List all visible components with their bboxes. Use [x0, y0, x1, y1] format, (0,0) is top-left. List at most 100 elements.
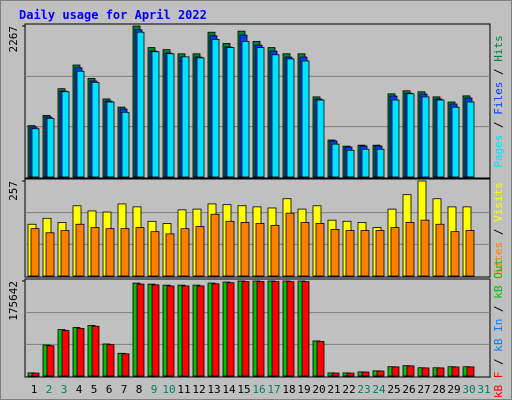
- bar: [375, 230, 385, 277]
- bar: [135, 227, 145, 277]
- bar: [241, 40, 250, 178]
- bar: [76, 328, 85, 377]
- bar: [120, 228, 130, 277]
- bar: [61, 330, 70, 377]
- bar: [46, 345, 55, 377]
- bar: [225, 220, 235, 277]
- bar: [405, 222, 415, 277]
- bar: [165, 233, 175, 277]
- y-tick-label: 175642: [7, 281, 20, 321]
- bar: [450, 231, 460, 277]
- bar: [196, 57, 205, 178]
- bar: [465, 230, 475, 277]
- bar: [330, 229, 340, 277]
- legend-entry: Visits: [492, 182, 505, 222]
- x-tick-label: 22: [342, 383, 355, 396]
- y-tick-label: 257: [7, 181, 20, 201]
- bar: [390, 227, 400, 277]
- bar: [361, 148, 370, 178]
- bar: [301, 281, 310, 377]
- bar: [151, 284, 160, 377]
- legend-separator: /: [492, 115, 505, 135]
- bar: [360, 230, 370, 277]
- bar: [346, 372, 355, 377]
- bar: [166, 285, 175, 377]
- bar: [46, 118, 55, 178]
- legend-entry: Files: [492, 82, 505, 115]
- bar: [270, 224, 280, 277]
- bar: [436, 367, 445, 377]
- bar: [61, 91, 70, 178]
- x-tick-label: 1: [31, 383, 38, 396]
- bar: [75, 223, 85, 277]
- bar: [151, 51, 160, 178]
- x-tick-label: 12: [192, 383, 205, 396]
- bar: [241, 281, 250, 377]
- bar: [31, 372, 40, 377]
- bar: [30, 228, 40, 277]
- bar: [91, 82, 100, 178]
- bar: [420, 219, 430, 277]
- bar: [376, 148, 385, 178]
- x-tick-label: 11: [177, 383, 190, 396]
- x-tick-label: 26: [402, 383, 415, 396]
- bar: [31, 128, 40, 178]
- bar: [331, 372, 340, 377]
- legend-separator: /: [492, 299, 505, 319]
- x-tick-label: 10: [162, 383, 175, 396]
- bar: [211, 38, 220, 178]
- x-tick-label: 6: [106, 383, 113, 396]
- x-tick-label: 16: [252, 383, 265, 396]
- x-tick-label: 5: [91, 383, 98, 396]
- x-tick-label: 4: [76, 383, 83, 396]
- bar: [406, 365, 415, 377]
- bar: [421, 96, 430, 178]
- bar: [316, 99, 325, 178]
- x-tick-label: 17: [267, 383, 280, 396]
- legend-entry: kB In: [492, 319, 505, 352]
- x-tick-label: 23: [357, 383, 370, 396]
- bar: [106, 101, 115, 178]
- x-tick-label: 30: [462, 383, 475, 396]
- bar: [391, 99, 400, 178]
- x-tick-label: 8: [136, 383, 143, 396]
- bar: [180, 228, 190, 277]
- legend-entry: kB F: [492, 372, 505, 399]
- x-tick-label: 19: [297, 383, 310, 396]
- bar: [121, 111, 130, 178]
- legend-separator: /: [492, 62, 505, 82]
- bar: [331, 143, 340, 178]
- bar: [240, 222, 250, 277]
- legend: Pages / Files / Hits: [492, 35, 505, 168]
- chart-title: Daily usage for April 2022: [19, 8, 207, 22]
- x-tick-label: 14: [222, 383, 236, 396]
- bar: [286, 58, 295, 178]
- bar: [436, 99, 445, 178]
- bar: [90, 227, 100, 277]
- bar: [166, 53, 175, 178]
- x-tick-label: 7: [121, 383, 128, 396]
- bar: [91, 325, 100, 377]
- bar: [210, 213, 220, 277]
- x-tick-label: 13: [207, 383, 220, 396]
- legend-entry: Hits: [492, 35, 505, 62]
- bar: [211, 283, 220, 377]
- x-tick-label: 2: [46, 383, 53, 396]
- bar: [121, 353, 130, 377]
- bar: [316, 340, 325, 377]
- x-tick-label: 29: [447, 383, 460, 396]
- x-tick-label: 27: [417, 383, 430, 396]
- bar: [181, 285, 190, 377]
- legend-entry: Sites: [492, 242, 505, 275]
- bar: [315, 223, 325, 277]
- bar: [226, 282, 235, 377]
- bar: [376, 370, 385, 377]
- bar: [136, 283, 145, 377]
- y-tick-label: 2267: [7, 26, 20, 53]
- bar: [285, 212, 295, 277]
- bar: [256, 281, 265, 377]
- bar: [435, 223, 445, 277]
- bar: [226, 47, 235, 178]
- x-tick-label: 20: [312, 383, 325, 396]
- bar: [466, 366, 475, 377]
